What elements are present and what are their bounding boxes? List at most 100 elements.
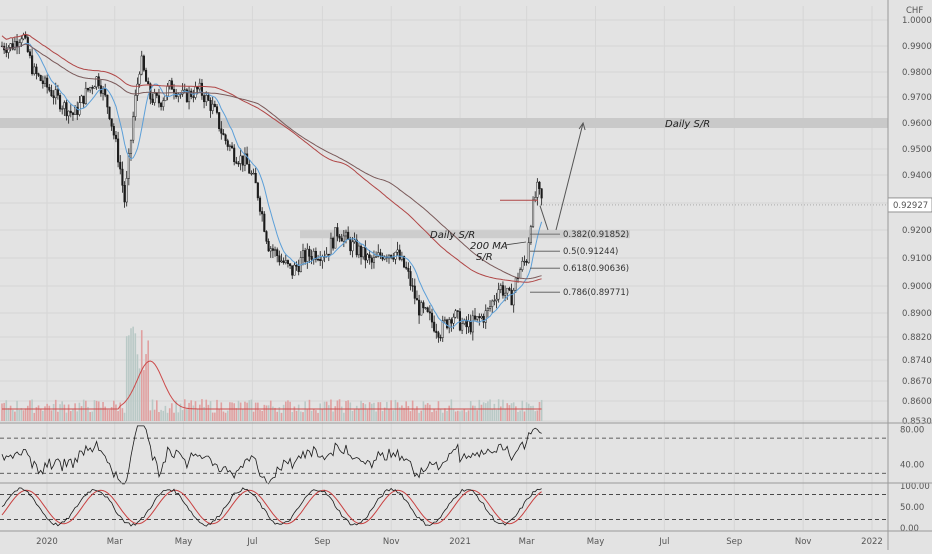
candle-body — [433, 321, 436, 332]
candle-body — [446, 319, 449, 329]
candle-body — [89, 87, 92, 91]
candle-body — [293, 264, 296, 276]
volume-bar — [302, 412, 304, 421]
candle-body — [381, 255, 384, 260]
volume-bar — [85, 400, 87, 421]
candle-body — [267, 241, 270, 252]
rsi-line — [1, 425, 542, 485]
volume-bar — [452, 409, 455, 421]
time-tick-label: Nov — [795, 537, 812, 547]
volume-bar — [110, 407, 113, 421]
candle-body — [129, 139, 133, 154]
volume-bar — [265, 405, 268, 421]
volume-bar — [310, 410, 313, 421]
candle-body — [355, 239, 358, 256]
volume-bar — [519, 410, 521, 421]
volume-bar — [282, 404, 285, 421]
volume-bar — [211, 412, 214, 421]
candle-body — [375, 256, 378, 258]
candle-body — [7, 47, 10, 53]
ma-200-line — [1, 43, 542, 280]
volume-bar — [368, 402, 371, 421]
volume-bar — [224, 412, 227, 421]
candle-body — [471, 315, 474, 333]
volume-bar — [480, 404, 483, 421]
candle-body — [256, 182, 259, 199]
candle-body — [82, 95, 85, 104]
volume-bar — [330, 399, 332, 421]
volume-bar — [106, 409, 109, 421]
volume-bar — [506, 403, 509, 421]
candle-body — [424, 307, 427, 309]
volume-bar — [379, 402, 382, 421]
volume-bar — [143, 370, 145, 421]
candle-body — [482, 316, 485, 323]
candle-body — [157, 95, 160, 104]
candle-body — [351, 241, 354, 252]
volume-bar — [500, 406, 502, 421]
ma-fast-line — [1, 42, 543, 328]
volume-bar — [388, 409, 390, 421]
volume-bar — [396, 402, 399, 421]
candle-body — [231, 145, 234, 149]
candle-body — [239, 155, 242, 164]
volume-bar — [527, 403, 530, 421]
candle-body — [271, 248, 274, 251]
volume-bar — [252, 411, 255, 421]
volume-bar — [497, 399, 500, 421]
candle-body — [194, 86, 197, 98]
volume-bar — [48, 405, 51, 421]
candle-body — [211, 103, 214, 111]
candle-body — [265, 231, 268, 242]
volume-bar — [61, 401, 63, 421]
candle-body — [35, 66, 38, 74]
volume-bar — [100, 407, 102, 421]
volume-bar — [7, 408, 10, 421]
candle-body — [344, 231, 348, 237]
volume-bar — [532, 405, 534, 421]
volume-bar — [334, 406, 337, 421]
candle-body — [473, 315, 477, 320]
candle-body — [192, 96, 195, 98]
candle-body — [540, 188, 543, 199]
volume-bar — [42, 410, 44, 421]
volume-bar — [70, 411, 72, 421]
volume-bar — [239, 402, 242, 421]
volume-bar — [207, 404, 210, 421]
candle-body — [142, 55, 145, 71]
rsi-tick-label: 40.00 — [900, 460, 924, 470]
volume-bar — [37, 405, 40, 421]
volume-bar — [287, 400, 289, 421]
volume-bar — [149, 410, 152, 421]
candle-body — [469, 320, 472, 333]
volume-bar — [216, 399, 218, 421]
candle-body — [301, 250, 305, 258]
candle-body — [63, 102, 66, 109]
volume-bar — [517, 411, 519, 421]
volume-bar — [424, 404, 427, 421]
pullback-arrow — [539, 205, 549, 231]
volume-bar — [54, 399, 57, 421]
candle-body — [61, 108, 64, 110]
volume-bar — [18, 409, 20, 421]
candle-body — [430, 312, 434, 323]
candle-body — [297, 266, 300, 272]
volume-bar — [63, 404, 66, 421]
volume-bar — [244, 401, 246, 421]
candle-body — [108, 106, 111, 119]
volume-bar — [338, 399, 341, 421]
volume-bar — [437, 401, 440, 421]
candle-body — [151, 98, 154, 103]
candle-body — [153, 93, 156, 103]
volume-bar — [59, 404, 61, 421]
volume-bar — [450, 399, 453, 421]
volume-bar — [381, 411, 384, 421]
last-price-label: 0.92927 — [893, 201, 928, 211]
candle-body — [205, 94, 208, 103]
candle-body — [525, 260, 528, 263]
candle-body — [452, 316, 455, 324]
